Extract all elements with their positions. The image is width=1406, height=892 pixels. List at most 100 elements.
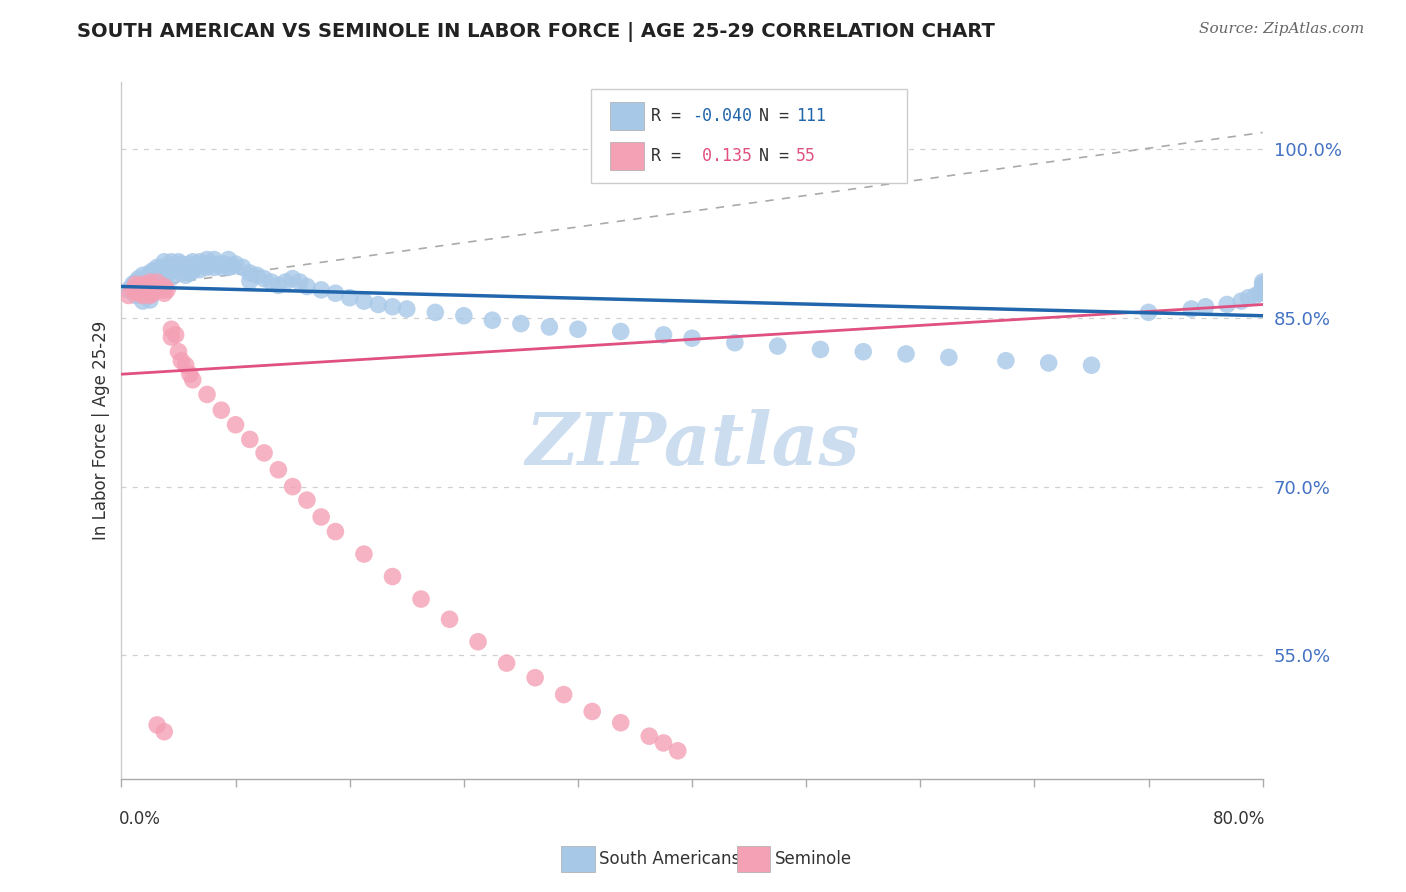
Point bbox=[167, 254, 190, 268]
Point bbox=[253, 446, 276, 460]
Point bbox=[1237, 291, 1260, 305]
Point bbox=[153, 724, 176, 739]
Point bbox=[125, 285, 148, 300]
Point bbox=[153, 279, 176, 293]
Text: N =: N = bbox=[759, 107, 799, 125]
Point bbox=[128, 279, 150, 293]
Point bbox=[509, 317, 531, 331]
Point bbox=[146, 260, 169, 275]
Point bbox=[125, 282, 148, 296]
Point bbox=[125, 277, 148, 292]
Point bbox=[1251, 275, 1274, 289]
Point bbox=[1038, 356, 1060, 370]
Text: 80.0%: 80.0% bbox=[1213, 811, 1265, 829]
Point bbox=[128, 279, 150, 293]
Point bbox=[156, 260, 179, 275]
Point bbox=[766, 339, 789, 353]
Point bbox=[188, 254, 211, 268]
Point bbox=[209, 260, 232, 275]
Point bbox=[174, 358, 197, 372]
Point bbox=[1137, 305, 1160, 319]
Text: R =: R = bbox=[651, 147, 690, 165]
Point bbox=[125, 288, 148, 302]
Point bbox=[1080, 358, 1102, 372]
Point bbox=[425, 305, 447, 319]
Point bbox=[409, 592, 432, 607]
Point bbox=[1251, 279, 1274, 293]
Point bbox=[160, 322, 183, 336]
Point bbox=[142, 286, 165, 301]
Point bbox=[1251, 283, 1274, 297]
Point bbox=[367, 297, 389, 311]
Point bbox=[150, 260, 173, 275]
Point bbox=[325, 524, 347, 539]
Point bbox=[239, 266, 262, 280]
Point bbox=[139, 288, 162, 302]
Point bbox=[160, 262, 183, 277]
Point bbox=[217, 260, 239, 275]
Point bbox=[121, 277, 143, 292]
Point bbox=[481, 313, 503, 327]
Point bbox=[184, 260, 207, 275]
Point bbox=[325, 286, 347, 301]
Point bbox=[295, 279, 318, 293]
Point bbox=[139, 275, 162, 289]
Point bbox=[381, 300, 404, 314]
Point bbox=[136, 279, 159, 293]
Point bbox=[132, 294, 155, 309]
Text: 111: 111 bbox=[796, 107, 825, 125]
Point bbox=[165, 260, 187, 275]
Point bbox=[339, 291, 361, 305]
Point bbox=[139, 293, 162, 307]
Point bbox=[232, 260, 254, 275]
Point bbox=[146, 282, 169, 296]
Point bbox=[1249, 286, 1271, 301]
Point bbox=[212, 257, 235, 271]
Point bbox=[139, 279, 162, 293]
Point bbox=[179, 266, 201, 280]
Text: ZIPatlas: ZIPatlas bbox=[524, 409, 859, 480]
Point bbox=[810, 343, 832, 357]
Point bbox=[495, 656, 517, 670]
Point bbox=[309, 510, 332, 524]
Point bbox=[239, 274, 262, 288]
Point bbox=[117, 288, 139, 302]
Point bbox=[467, 634, 489, 648]
Text: R =: R = bbox=[651, 107, 690, 125]
Point bbox=[117, 283, 139, 297]
Point bbox=[295, 493, 318, 508]
Point bbox=[153, 262, 176, 277]
Point bbox=[652, 327, 675, 342]
Point bbox=[309, 283, 332, 297]
Point bbox=[253, 271, 276, 285]
Point bbox=[156, 283, 179, 297]
Point bbox=[121, 283, 143, 297]
Point bbox=[160, 330, 183, 344]
Point bbox=[125, 275, 148, 289]
Point bbox=[225, 257, 247, 271]
Point bbox=[174, 268, 197, 283]
Point bbox=[146, 268, 169, 283]
Point bbox=[142, 279, 165, 293]
Point bbox=[132, 275, 155, 289]
Point bbox=[267, 278, 290, 293]
Point bbox=[1194, 300, 1216, 314]
Point bbox=[567, 322, 589, 336]
Text: Source: ZipAtlas.com: Source: ZipAtlas.com bbox=[1198, 22, 1364, 37]
Point bbox=[129, 286, 152, 301]
Point bbox=[724, 335, 747, 350]
Point bbox=[538, 320, 561, 334]
Point bbox=[170, 266, 193, 280]
Point bbox=[132, 288, 155, 302]
Point bbox=[246, 268, 269, 283]
Point bbox=[609, 325, 631, 339]
Point bbox=[128, 271, 150, 285]
Point bbox=[132, 277, 155, 292]
Point bbox=[202, 260, 225, 275]
Point bbox=[181, 254, 204, 268]
Point bbox=[193, 257, 215, 271]
Point bbox=[139, 266, 162, 280]
Point bbox=[202, 252, 225, 267]
Text: South Americans: South Americans bbox=[599, 850, 740, 868]
Point bbox=[207, 257, 229, 271]
